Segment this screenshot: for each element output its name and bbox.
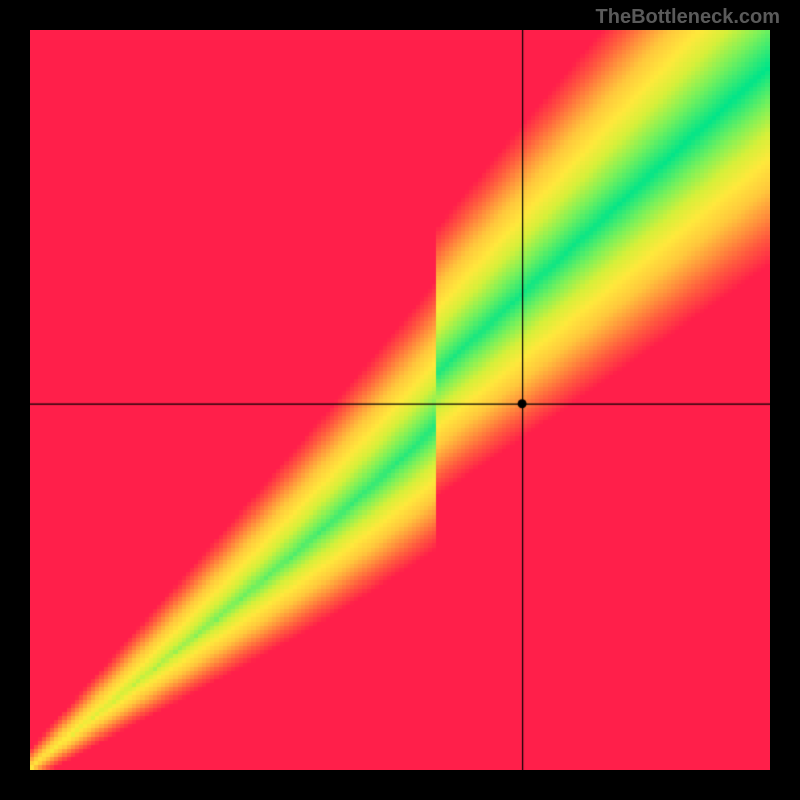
bottleneck-heatmap — [30, 30, 770, 770]
chart-container: TheBottleneck.com — [0, 0, 800, 800]
watermark-label: TheBottleneck.com — [596, 6, 780, 29]
